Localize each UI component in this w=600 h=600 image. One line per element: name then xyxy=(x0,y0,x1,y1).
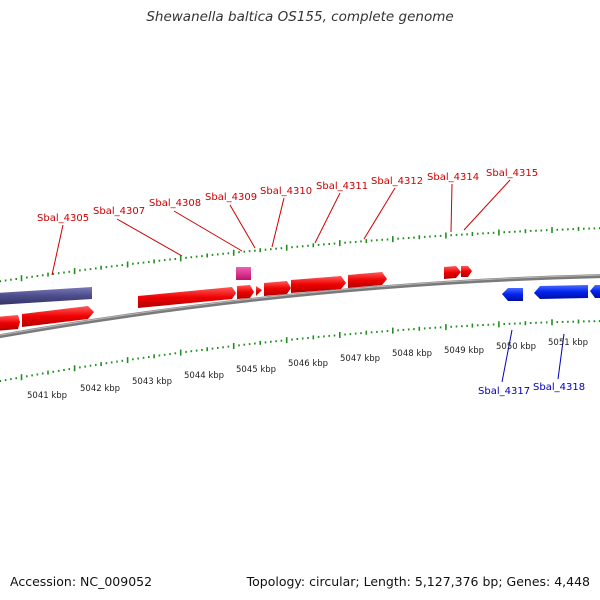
kbp-label: 5046 kbp xyxy=(288,359,328,369)
gene-arrow[interactable] xyxy=(237,285,254,299)
gene-arrow[interactable] xyxy=(348,272,387,288)
kbp-label: 5044 kbp xyxy=(184,371,224,381)
outer-scale-ticks xyxy=(0,226,600,283)
gene-arrow[interactable] xyxy=(22,306,94,327)
gene-arrow[interactable] xyxy=(590,285,600,298)
forward-strand-genes xyxy=(0,266,472,308)
gene-arrow[interactable] xyxy=(291,276,346,293)
gene-arrow[interactable] xyxy=(264,281,291,296)
kbp-label: 5048 kbp xyxy=(392,349,432,359)
kbp-label: 5042 kbp xyxy=(80,384,120,394)
gene-arrow[interactable] xyxy=(534,285,588,299)
gene-label[interactable]: Sbal_4310 xyxy=(260,186,312,197)
reverse-strand-genes xyxy=(502,285,600,301)
kbp-scale-labels: 5041 kbp 5042 kbp 5043 kbp 5044 kbp 5045… xyxy=(27,338,588,401)
gene-label[interactable]: Sbal_4317 xyxy=(478,386,530,397)
forward-gene-labels: Sbal_4305 Sbal_4307 Sbal_4308 Sbal_4309 … xyxy=(37,168,538,224)
gene-arrow[interactable] xyxy=(461,266,472,277)
kbp-label: 5050 kbp xyxy=(496,342,536,352)
gene-label[interactable]: Sbal_4314 xyxy=(427,172,479,183)
kbp-label: 5041 kbp xyxy=(27,391,67,401)
kbp-label: 5045 kbp xyxy=(236,365,276,375)
kbp-label: 5049 kbp xyxy=(444,346,484,356)
kbp-label: 5051 kbp xyxy=(548,338,588,348)
gene-label[interactable]: Sbal_4308 xyxy=(149,198,201,209)
gene-leader-lines xyxy=(51,179,565,383)
gene-arrow[interactable] xyxy=(256,286,262,296)
gene-arrow[interactable] xyxy=(138,287,236,308)
reverse-gene-labels: Sbal_4317 Sbal_4318 xyxy=(478,382,585,397)
gene-arrow[interactable] xyxy=(0,287,92,305)
rna-gene-marker[interactable] xyxy=(236,267,251,280)
gene-arrow[interactable] xyxy=(0,315,20,331)
gene-label[interactable]: Sbal_4305 xyxy=(37,213,89,224)
map-title: Shewanella baltica OS155, complete genom… xyxy=(146,9,454,25)
gene-label[interactable]: Sbal_4309 xyxy=(205,192,257,203)
gene-label[interactable]: Sbal_4311 xyxy=(316,181,368,192)
gene-label[interactable]: Sbal_4312 xyxy=(371,176,423,187)
genome-summary-text: Topology: circular; Length: 5,127,376 bp… xyxy=(246,574,590,589)
accession-text: Accession: NC_009052 xyxy=(10,574,153,589)
gene-label[interactable]: Sbal_4307 xyxy=(93,206,145,217)
kbp-label: 5047 kbp xyxy=(340,354,380,364)
gene-label[interactable]: Sbal_4315 xyxy=(486,168,538,179)
gene-arrow[interactable] xyxy=(444,266,461,279)
gene-label[interactable]: Sbal_4318 xyxy=(533,382,585,393)
genome-backbone xyxy=(0,274,600,339)
forward-strand-genes-lower xyxy=(0,306,94,331)
inner-scale-ticks xyxy=(0,319,600,382)
kbp-label: 5043 kbp xyxy=(132,377,172,387)
gene-arrow[interactable] xyxy=(502,288,523,301)
